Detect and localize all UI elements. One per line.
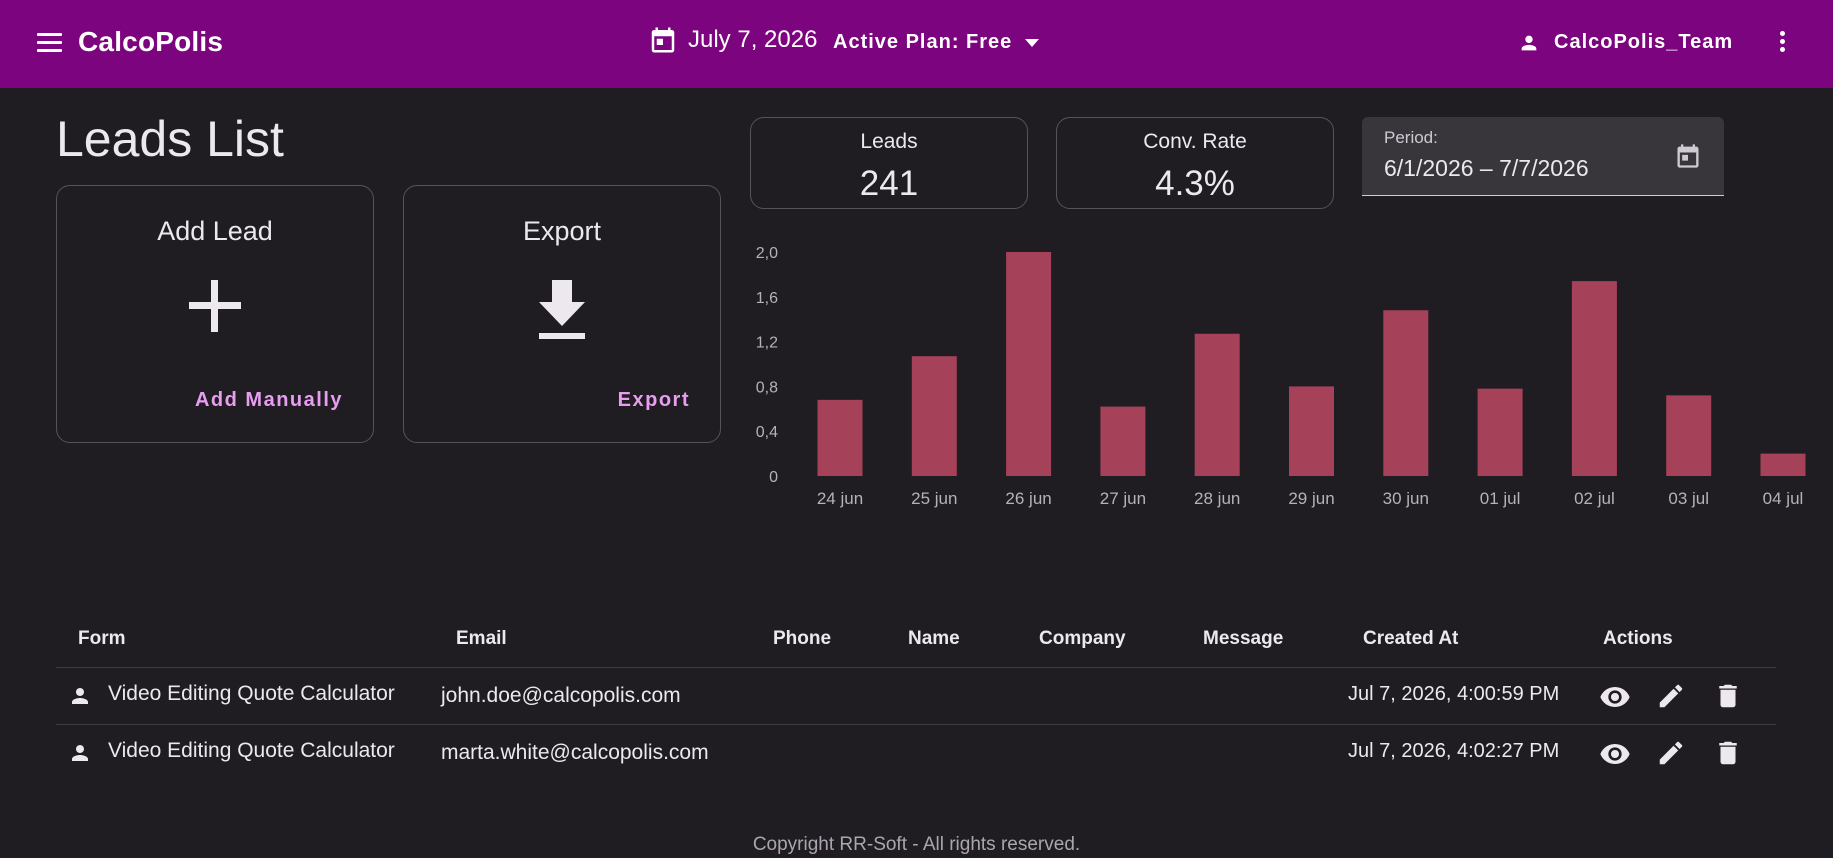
delete-icon[interactable]	[1713, 681, 1743, 711]
view-icon[interactable]	[1599, 681, 1631, 713]
cell-form: Video Editing Quote Calculator	[108, 682, 395, 705]
chevron-down-icon	[1025, 38, 1040, 47]
calendar-icon	[651, 27, 675, 53]
leads-table: Form Email Phone Name Company Message Cr…	[56, 615, 1776, 782]
edit-icon[interactable]	[1656, 738, 1686, 768]
chart-bar[interactable]	[1760, 453, 1806, 476]
x-tick-label: 04 jul	[1763, 489, 1804, 508]
export-button[interactable]: Export	[617, 389, 690, 411]
plus-icon	[189, 280, 241, 332]
person-icon	[72, 745, 88, 761]
y-tick-label: 0	[769, 469, 778, 486]
y-tick-label: 0,4	[756, 424, 778, 441]
download-icon	[539, 280, 585, 339]
chart-bar[interactable]	[817, 399, 863, 476]
x-tick-label: 29 jun	[1288, 489, 1334, 508]
x-tick-label: 02 jul	[1574, 489, 1615, 508]
col-phone[interactable]: Phone	[773, 628, 832, 649]
period-value: 6/1/2026 – 7/7/2026	[1384, 155, 1589, 181]
more-vert-icon[interactable]	[1770, 28, 1794, 60]
export-title: Export	[522, 216, 602, 246]
current-date: July 7, 2026	[648, 24, 817, 56]
cell-created-at: Jul 7, 2026, 4:02:27 PM	[1348, 740, 1560, 762]
table-header: Form Email Phone Name Company Message Cr…	[56, 615, 1776, 668]
cell-form: Video Editing Quote Calculator	[108, 739, 395, 762]
col-company[interactable]: Company	[1039, 628, 1126, 649]
col-actions: Actions	[1603, 628, 1673, 649]
col-created-at[interactable]: Created At	[1363, 628, 1459, 649]
leads-label: Leads	[860, 130, 918, 153]
conv-rate-value: 4.3%	[1155, 164, 1235, 203]
x-tick-label: 24 jun	[817, 489, 863, 508]
x-tick-label: 26 jun	[1005, 489, 1051, 508]
chart-bar[interactable]	[1571, 281, 1617, 476]
chart-bar[interactable]	[1383, 310, 1429, 476]
menu-icon[interactable]	[32, 28, 68, 60]
chart-bar[interactable]	[1666, 395, 1712, 476]
person-icon	[1521, 35, 1537, 50]
export-card: Export Export	[403, 185, 721, 443]
x-tick-label: 28 jun	[1194, 489, 1240, 508]
add-manually-button[interactable]: Add Manually	[194, 389, 343, 411]
chart-bar[interactable]	[911, 356, 957, 476]
conv-rate-label: Conv. Rate	[1143, 130, 1247, 153]
delete-icon[interactable]	[1713, 738, 1743, 768]
cell-created-at: Jul 7, 2026, 4:00:59 PM	[1348, 683, 1560, 705]
period-field[interactable]: Period: 6/1/2026 – 7/7/2026	[1362, 117, 1724, 196]
col-form[interactable]: Form	[78, 628, 126, 649]
x-tick-label: 01 jul	[1480, 489, 1521, 508]
y-tick-label: 1,2	[756, 335, 778, 352]
date-text: July 7, 2026	[688, 26, 818, 53]
table-row[interactable]: Video Editing Quote Calculator marta.whi…	[56, 725, 1776, 782]
y-tick-label: 2,0	[756, 245, 778, 262]
cell-email: john.doe@calcopolis.com	[441, 684, 681, 707]
leads-value: 241	[859, 164, 919, 203]
plan-label: Active Plan: Free	[833, 31, 1013, 53]
x-tick-label: 03 jul	[1668, 489, 1709, 508]
x-tick-label: 27 jun	[1100, 489, 1146, 508]
col-message[interactable]: Message	[1203, 628, 1284, 649]
chart-bar[interactable]	[1477, 388, 1523, 476]
x-tick-label: 30 jun	[1383, 489, 1429, 508]
period-label: Period:	[1384, 128, 1438, 147]
user-name: CalcoPolis_Team	[1554, 31, 1734, 53]
edit-icon[interactable]	[1656, 681, 1686, 711]
add-lead-title: Add Lead	[157, 216, 273, 246]
y-tick-label: 0,8	[756, 379, 778, 396]
user-menu[interactable]: CalcoPolis_Team	[1518, 31, 1733, 54]
x-tick-label: 25 jun	[911, 489, 957, 508]
leads-bar-chart: 0 0,4 0,8 1,2 1,6 2,0 24 jun 25 jun 26 jun 27 jun…	[756, 245, 1806, 508]
y-tick-label: 1,6	[756, 290, 778, 307]
cell-email: marta.white@calcopolis.com	[441, 741, 709, 764]
calendar-icon[interactable]	[1674, 142, 1702, 170]
view-icon[interactable]	[1599, 738, 1631, 770]
table-row[interactable]: Video Editing Quote Calculator john.doe@…	[56, 668, 1776, 725]
chart-bar[interactable]	[1194, 333, 1240, 476]
plan-selector[interactable]: Active Plan: Free	[833, 31, 1040, 54]
conv-rate-stat-card: Conv. Rate 4.3%	[1056, 117, 1334, 209]
chart-bar[interactable]	[1289, 386, 1334, 476]
add-lead-card: Add Lead Add Manually	[56, 185, 374, 443]
leads-stat-card: Leads 241	[750, 117, 1028, 209]
person-icon	[72, 688, 88, 704]
chart-bar[interactable]	[1100, 406, 1146, 476]
col-name[interactable]: Name	[908, 628, 960, 649]
brand-title[interactable]: CalcoPolis	[78, 26, 224, 57]
footer-copyright: Copyright RR-Soft - All rights reserved.	[752, 834, 1081, 855]
top-app-bar: CalcoPolis July 7, 2026 Active Plan: Fre…	[0, 0, 1833, 88]
page-title: Leads List	[56, 111, 284, 167]
col-email[interactable]: Email	[456, 628, 507, 649]
chart-bar[interactable]	[1006, 252, 1052, 476]
